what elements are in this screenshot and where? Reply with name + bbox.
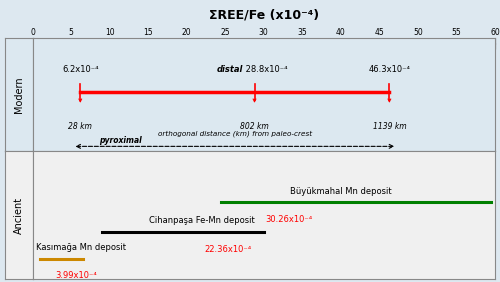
Text: 46.3x10⁻⁴: 46.3x10⁻⁴	[368, 65, 410, 74]
Text: 1139 km: 1139 km	[372, 122, 406, 131]
Text: 28 km: 28 km	[68, 122, 92, 131]
Text: 28.8x10⁻⁴: 28.8x10⁻⁴	[243, 65, 288, 74]
Text: 22.36x10⁻⁴: 22.36x10⁻⁴	[205, 244, 252, 254]
Text: 802 km: 802 km	[240, 122, 269, 131]
Text: ΣREE/Fe (x10⁻⁴): ΣREE/Fe (x10⁻⁴)	[208, 8, 319, 21]
Text: Cihanpaşa Fe-Mn deposit: Cihanpaşa Fe-Mn deposit	[149, 216, 255, 225]
Text: Büyükmahal Mn deposit: Büyükmahal Mn deposit	[290, 187, 392, 196]
Text: 30.26x10⁻⁴: 30.26x10⁻⁴	[266, 215, 313, 224]
Text: 6.2x10⁻⁴: 6.2x10⁻⁴	[62, 65, 98, 74]
Text: pyroximal: pyroximal	[100, 136, 142, 145]
Text: Kasımağa Mn deposit: Kasımağa Mn deposit	[36, 243, 126, 252]
Text: orthogonal distance (km) from paleo-crest: orthogonal distance (km) from paleo-cres…	[158, 131, 312, 137]
Text: Modern: Modern	[14, 76, 24, 113]
Text: distal: distal	[216, 65, 243, 74]
Text: Ancient: Ancient	[14, 197, 24, 233]
Text: 3.99x10⁻⁴: 3.99x10⁻⁴	[56, 272, 98, 281]
